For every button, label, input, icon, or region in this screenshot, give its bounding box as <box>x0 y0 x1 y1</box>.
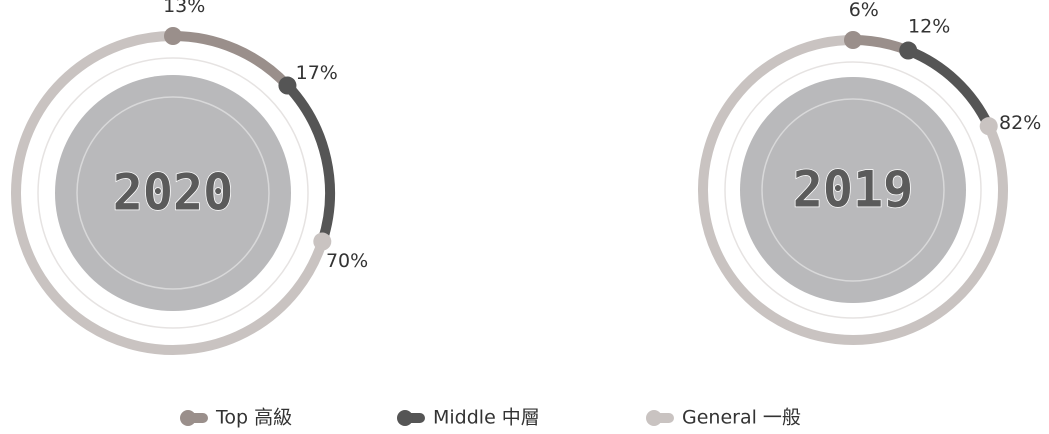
segment-dot <box>164 27 182 45</box>
chart-title: 2020 <box>113 164 233 222</box>
segment-dot <box>844 31 862 49</box>
legend-label: General 一般 <box>682 407 801 429</box>
segment-dot <box>980 117 998 135</box>
chart-title: 2019 <box>793 161 913 219</box>
legend-swatch-dot <box>397 410 413 426</box>
segment-dot <box>278 77 296 95</box>
legend-label: Middle 中層 <box>433 407 540 429</box>
chart: 13% 17% 70% 2020 6% 12% 82% 2019 Top 高級 Middle 中層… <box>0 0 1049 434</box>
segment-dot <box>313 233 331 251</box>
value-label: 6% <box>849 0 879 21</box>
legend-label: Top 高級 <box>215 407 292 429</box>
value-label: 17% <box>296 62 338 84</box>
value-label: 70% <box>326 250 368 272</box>
value-label: 12% <box>908 15 950 37</box>
segment-dot <box>899 42 917 60</box>
value-label: 82% <box>999 112 1041 134</box>
value-label: 13% <box>163 0 205 17</box>
legend-swatch-dot <box>646 410 662 426</box>
legend-swatch-dot <box>180 410 196 426</box>
arc-segment <box>287 86 330 242</box>
